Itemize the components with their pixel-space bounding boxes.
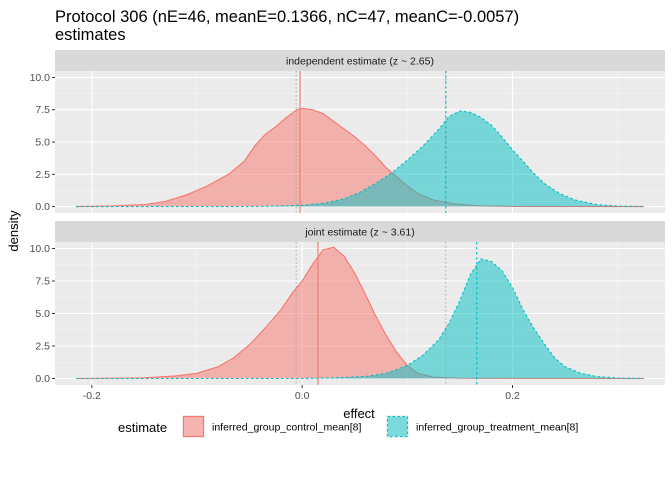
y-tick-label: 10.0 [30,72,51,84]
x-tick-label: -0.2 [83,390,101,402]
y-tick-label: 0.0 [35,373,50,385]
y-tick-label: 5.0 [35,308,50,320]
panels-layer: independent estimate (z ~ 2.65) 0.0 2.5 5.0… [30,50,665,402]
density-area-inferred_group_treatment_mean[8] [76,258,644,379]
density-line-inferred_group_treatment_mean[8] [76,110,644,208]
y-tick-label: 2.5 [35,169,50,181]
density-area-inferred_group_treatment_mean[8] [76,111,644,207]
legend-title: estimate [118,420,167,435]
density-area-inferred_group_control_mean[8] [76,247,644,379]
facet-strip [55,50,665,71]
y-tick-label: 10.0 [30,243,51,255]
x-axis-title: effect [343,406,375,421]
y-tick-label: 2.5 [35,341,50,353]
density-area-inferred_group_control_mean[8] [76,108,644,207]
density-line-inferred_group_treatment_mean[8] [76,258,644,380]
y-tick-label: 0.0 [35,201,50,213]
y-axis-title: density [6,210,21,252]
chart-title-line2: estimates [55,26,126,44]
facet-strip-label: independent estimate (z ~ 2.65) [286,56,434,68]
chart-title-line1: Protocol 306 (nE=46, meanE=0.1366, nC=47… [55,8,519,26]
x-tick-label: 0.2 [505,390,520,402]
x-tick-label: 0.0 [295,390,310,402]
legend-entry-label: inferred_group_control_mean[8] [212,422,362,434]
legend-key-swatch [386,415,409,438]
y-tick-label: 7.5 [35,276,50,288]
facet-strip [55,221,665,242]
legend-entry-label: inferred_group_treatment_mean[8] [416,422,578,434]
legend: estimate inferred_group_control_mean[8] i… [118,415,578,438]
y-tick-label: 7.5 [35,104,50,116]
legend-key-swatch [182,415,205,438]
y-tick-label: 5.0 [35,137,50,149]
facet-strip-label: joint estimate (z ~ 3.61) [304,227,414,239]
